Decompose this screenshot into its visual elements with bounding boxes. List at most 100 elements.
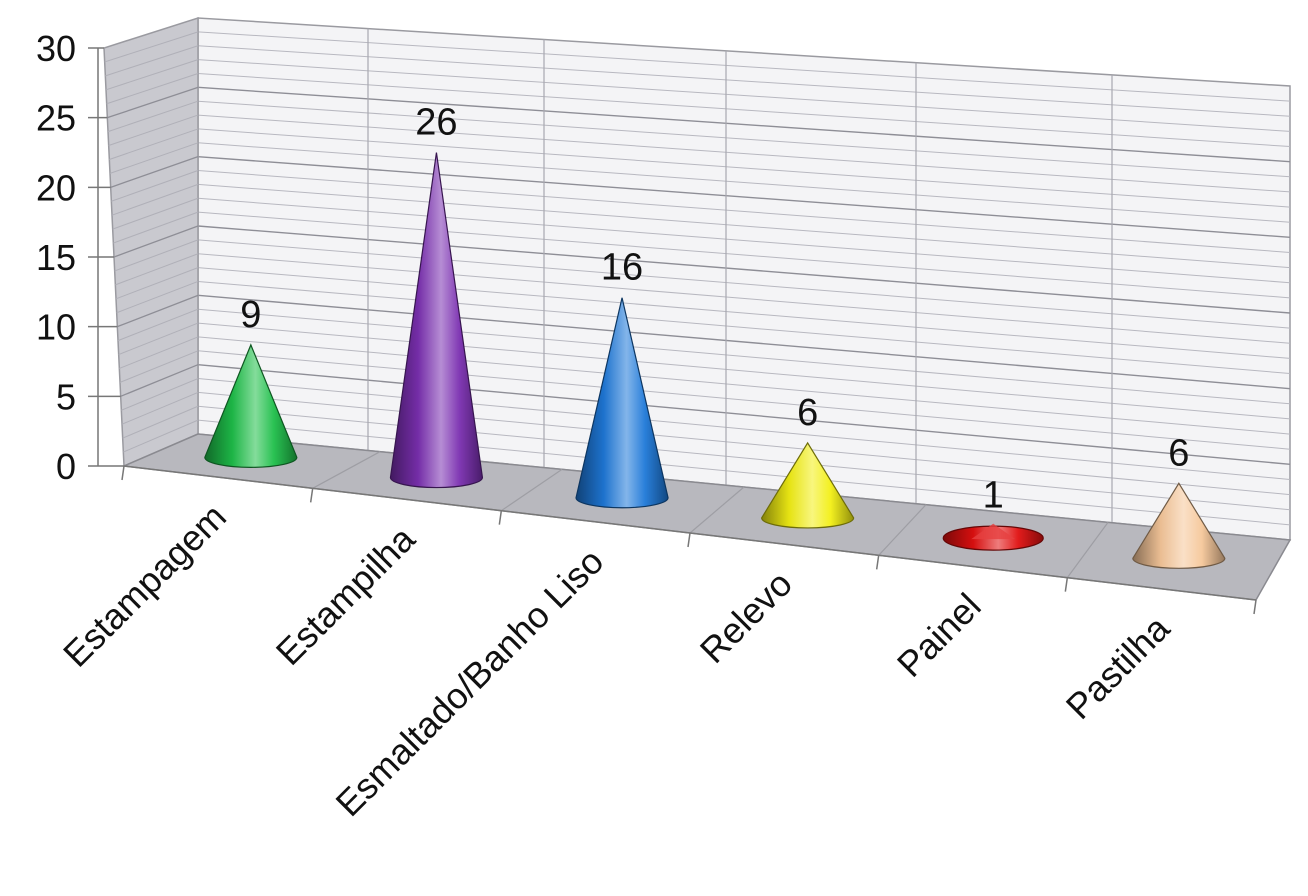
cone-value-label: 16: [601, 247, 643, 289]
cone-body: [761, 441, 855, 529]
chart-side-wall: [103, 16, 199, 468]
side-gridline: [109, 128, 199, 160]
back-gridline: [197, 225, 1291, 314]
y-tick-label: 15: [36, 237, 76, 278]
chart-axes: 0 5 10 15 20 25 30: [36, 28, 1257, 615]
cone-bar: [204, 343, 298, 468]
side-gridline: [111, 170, 199, 202]
y-tick-label: 5: [56, 376, 76, 417]
side-gridline: [113, 211, 199, 244]
back-gridline: [197, 128, 1291, 208]
x-tick: [1064, 577, 1069, 592]
cone-tip: [971, 523, 1016, 540]
back-gridline: [197, 336, 1291, 435]
side-gridline: [110, 156, 199, 188]
floor-divider: [312, 451, 381, 489]
x-tick: [687, 532, 691, 548]
floor-divider: [878, 504, 927, 556]
back-gridline: [197, 294, 1291, 390]
y-tick-label: 10: [36, 307, 76, 348]
cone-value-label: 26: [415, 102, 457, 144]
cone-bar: [1132, 482, 1226, 569]
side-gridline: [116, 280, 199, 314]
back-gridline: [197, 197, 1291, 284]
back-gridline: [197, 183, 1291, 269]
side-gridline: [115, 253, 199, 286]
back-gridline: [197, 267, 1291, 359]
back-gridline: [197, 59, 1291, 132]
y-tick-label: 30: [36, 28, 76, 69]
cone-bar: [942, 523, 1044, 551]
side-gridline: [121, 378, 199, 411]
side-gridline: [108, 114, 199, 147]
side-gridline: [112, 197, 199, 230]
side-gridline: [114, 239, 199, 272]
side-gridline: [107, 86, 199, 119]
category-label: Painel: [889, 585, 989, 685]
back-gridline: [197, 86, 1291, 163]
side-gridline: [109, 142, 199, 174]
side-gridline: [106, 72, 199, 105]
x-tick: [309, 488, 314, 503]
back-gridline: [197, 322, 1291, 420]
side-gridline: [121, 391, 199, 425]
side-gridline: [123, 419, 199, 453]
category-label: Pastilha: [1058, 607, 1178, 727]
back-gridline: [197, 280, 1291, 375]
side-gridline: [107, 100, 199, 133]
side-gridline: [105, 59, 199, 91]
back-gridline: [197, 170, 1291, 253]
side-gridline: [105, 45, 199, 77]
cone-value-label: 9: [240, 294, 261, 336]
x-tick: [1253, 599, 1257, 615]
cone-bar: [575, 297, 669, 509]
y-tick-label: 0: [56, 446, 76, 487]
side-gridline: [118, 322, 199, 355]
side-gridline: [115, 267, 199, 300]
floor-divider: [689, 486, 745, 534]
back-gridline: [197, 405, 1291, 511]
cone-value-label: 6: [797, 392, 818, 434]
chart-cones: [204, 152, 1226, 569]
cone-bar: [761, 441, 855, 529]
cone-body: [575, 297, 669, 509]
back-gridline: [197, 350, 1291, 450]
side-gridline: [111, 183, 199, 216]
category-label: Relevo: [692, 563, 800, 671]
side-gridline: [119, 336, 199, 369]
side-gridline: [113, 225, 199, 258]
back-gridline: [197, 308, 1291, 405]
x-tick: [121, 465, 125, 481]
floor-divider: [500, 468, 563, 512]
side-gridline: [117, 294, 199, 328]
back-gridline: [197, 253, 1291, 344]
floor-divider: [1066, 521, 1109, 579]
cone-bar: [389, 152, 484, 489]
cone-body: [1132, 482, 1226, 569]
cone-value-label: 6: [1168, 432, 1189, 474]
cone-body: [204, 343, 298, 468]
side-gridline: [119, 350, 199, 383]
back-gridline: [197, 211, 1291, 299]
back-gridline: [197, 155, 1291, 239]
category-label: Estampagem: [55, 496, 234, 675]
back-gridline: [197, 100, 1291, 178]
back-gridline: [197, 142, 1291, 223]
y-tick-label: 25: [36, 98, 76, 139]
y-tick-label: 20: [36, 167, 76, 208]
side-gridline: [120, 364, 199, 397]
back-gridline: [197, 363, 1291, 466]
back-gridline: [197, 31, 1291, 102]
side-gridline: [122, 405, 199, 439]
side-gridline: [117, 308, 199, 342]
back-gridline: [197, 239, 1291, 329]
x-tick: [875, 555, 880, 570]
back-gridline: [197, 391, 1291, 496]
side-gridline: [104, 31, 199, 63]
x-tick: [498, 510, 503, 525]
back-gridline: [197, 72, 1291, 148]
category-label: Estampilha: [268, 517, 424, 673]
back-gridline: [197, 419, 1291, 526]
